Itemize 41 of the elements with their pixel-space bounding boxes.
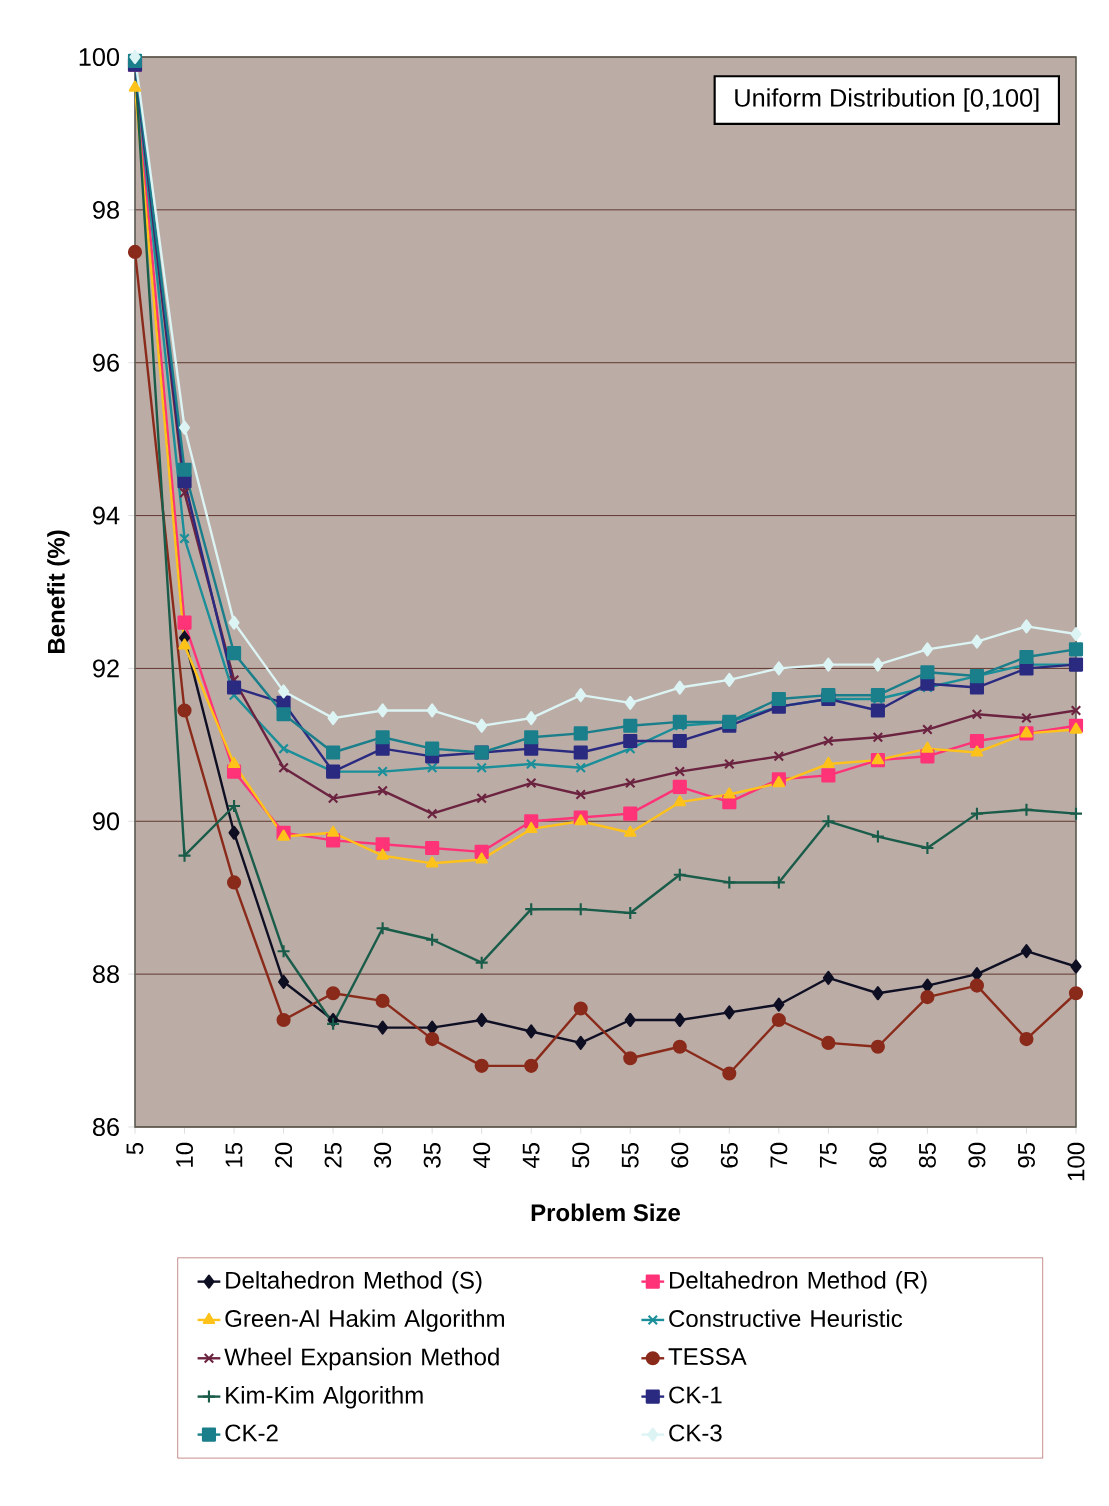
x-tick-label: 25 (324, 1142, 342, 1168)
legend-label: Deltahedron Method (R) (670, 1271, 927, 1294)
y-tick-label: 88 (93, 965, 119, 984)
x-tick-label: 5 (126, 1142, 144, 1155)
legend-label: Constructive Heuristic (669, 1309, 903, 1328)
y-tick-label: 98 (93, 200, 119, 219)
x-tick-label: 55 (621, 1142, 639, 1168)
x-tick-label: 80 (869, 1142, 887, 1168)
legend-label: CK-1 (669, 1386, 722, 1404)
x-tick-label: 65 (720, 1142, 738, 1168)
x-tick-label: 75 (819, 1142, 837, 1168)
y-tick-label: 100 (79, 48, 120, 66)
x-tick-label: 100 (1067, 1142, 1085, 1181)
legend-label: CK-3 (669, 1424, 722, 1442)
legend-label: TESSA (668, 1348, 747, 1366)
y-tick-label: 94 (93, 506, 120, 525)
x-tick-label: 50 (572, 1142, 590, 1168)
x-tick-label: 90 (968, 1142, 986, 1168)
x-tick-label: 85 (918, 1142, 936, 1168)
y-axis-title: Benefit (%) (47, 530, 70, 654)
legend-label: Deltahedron Method (S) (226, 1271, 482, 1294)
legend-label: Wheel Expansion Method (224, 1347, 499, 1371)
x-tick-label: 35 (423, 1142, 441, 1168)
x-tick-label: 30 (374, 1142, 392, 1168)
x-axis-title: Problem Size (531, 1203, 681, 1222)
y-tick-label: 96 (93, 353, 119, 372)
annotation: Uniform Distribution [0,100] (735, 88, 1039, 112)
legend-label: Kim-Kim Algorithm (226, 1386, 423, 1409)
x-tick-label: 95 (1017, 1142, 1035, 1168)
x-tick-label: 60 (671, 1142, 689, 1168)
legend-label: CK-2 (225, 1424, 278, 1442)
x-tick-label: 10 (176, 1142, 194, 1167)
x-tick-label: 45 (522, 1142, 540, 1169)
y-tick-label: 92 (93, 659, 119, 678)
x-tick-label: 40 (473, 1142, 491, 1169)
y-tick-label: 90 (93, 812, 120, 831)
x-tick-label: 20 (275, 1142, 293, 1168)
x-tick-label: 70 (770, 1142, 788, 1168)
x-tick-label: 15 (225, 1142, 243, 1167)
legend-label: Green-Al Hakim Algorithm (225, 1309, 504, 1332)
y-tick-label: 86 (93, 1118, 119, 1136)
